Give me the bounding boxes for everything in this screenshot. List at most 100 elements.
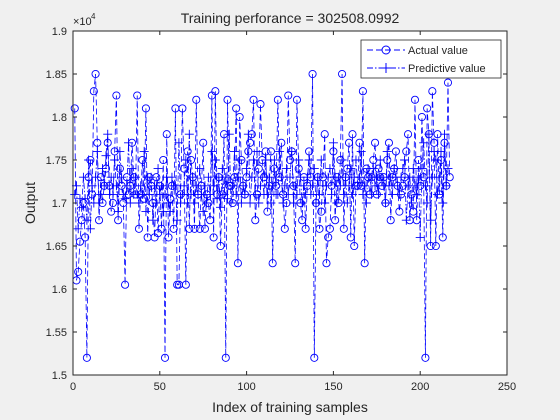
data-point [402,147,411,156]
data-point [206,216,215,225]
data-point [438,233,447,242]
data-point [243,129,253,139]
data-point [389,164,399,174]
data-point [391,147,400,156]
data-point [141,104,150,113]
data-point [417,112,426,122]
data-point [409,207,418,216]
data-point [401,215,411,225]
data-point [134,224,144,233]
data-point [316,155,326,165]
data-point [320,130,329,139]
data-point [331,216,340,225]
data-point [431,155,441,165]
data-point [221,172,231,182]
data-point [438,198,448,208]
data-point [223,194,232,204]
data-point [356,146,366,156]
data-point [160,353,170,362]
data-point [412,216,421,225]
data-point [433,189,443,199]
data-point [261,155,271,165]
data-point [415,232,425,242]
data-point [302,172,312,182]
data-point [400,155,410,165]
data-point [238,181,248,191]
y-axis-label: Output [22,182,38,224]
data-point [292,189,302,199]
data-point [423,104,432,113]
data-point [405,172,415,182]
data-point [91,69,100,79]
data-point [110,155,120,165]
data-point [229,146,239,156]
data-point [103,129,113,139]
legend-label-predictive: Predictive value [408,63,486,75]
data-point [191,181,201,191]
data-point [283,189,293,199]
x-axis-label: Index of training samples [212,399,368,415]
data-point [202,198,212,208]
legend-marker-predictive [381,63,391,73]
data-point [153,164,163,174]
data-point [232,104,241,113]
data-point [396,172,406,182]
data-point [351,155,361,165]
data-point [118,189,128,199]
data-point [169,224,178,233]
data-point [344,138,354,147]
data-point [133,91,142,100]
data-point [82,353,91,362]
data-point [337,155,347,165]
data-point [164,233,173,242]
data-point [277,138,286,147]
data-point [413,172,423,182]
data-point [73,224,83,234]
data-point [221,353,230,362]
legend: Actual value Predictive value [360,39,502,79]
data-point [344,181,354,191]
data-point [148,215,158,225]
data-point [268,259,277,268]
data-point [172,215,182,225]
data-point [235,112,244,122]
data-point [291,259,300,268]
x-tick-label: 100 [237,381,255,393]
x-tick-label: 250 [498,381,516,393]
x-tick-label: 0 [70,381,76,393]
data-point [196,189,206,199]
y-axis: 1.5 1.55 1.6 1.65 1.7 1.75 1.8 1.85 1.9 [46,26,507,382]
data-point [75,237,84,246]
data-point [181,155,191,165]
series-line [74,73,451,358]
data-point [120,194,130,204]
data-point [269,155,279,165]
data-point [185,224,194,233]
data-point [280,181,290,191]
y-tick-label: 1.6 [52,284,67,296]
data-point [233,259,242,268]
data-point [179,181,189,191]
data-point [298,216,307,225]
data-point [127,164,137,174]
x-tick-label: 200 [411,381,429,393]
data-point [348,130,357,139]
data-point [419,138,429,148]
data-point [407,198,417,208]
data-point [262,189,272,199]
data-point [443,164,453,174]
data-point [157,181,167,191]
data-point [421,353,430,362]
data-point [246,138,255,147]
data-point [195,224,204,233]
data-point [324,233,333,242]
data-point [325,164,335,174]
data-point [252,146,262,156]
data-point [290,181,300,191]
data-point [375,155,385,165]
data-point [287,146,297,156]
data-point [346,233,355,242]
data-point [94,216,104,225]
data-point [285,155,295,165]
data-point [273,95,282,104]
